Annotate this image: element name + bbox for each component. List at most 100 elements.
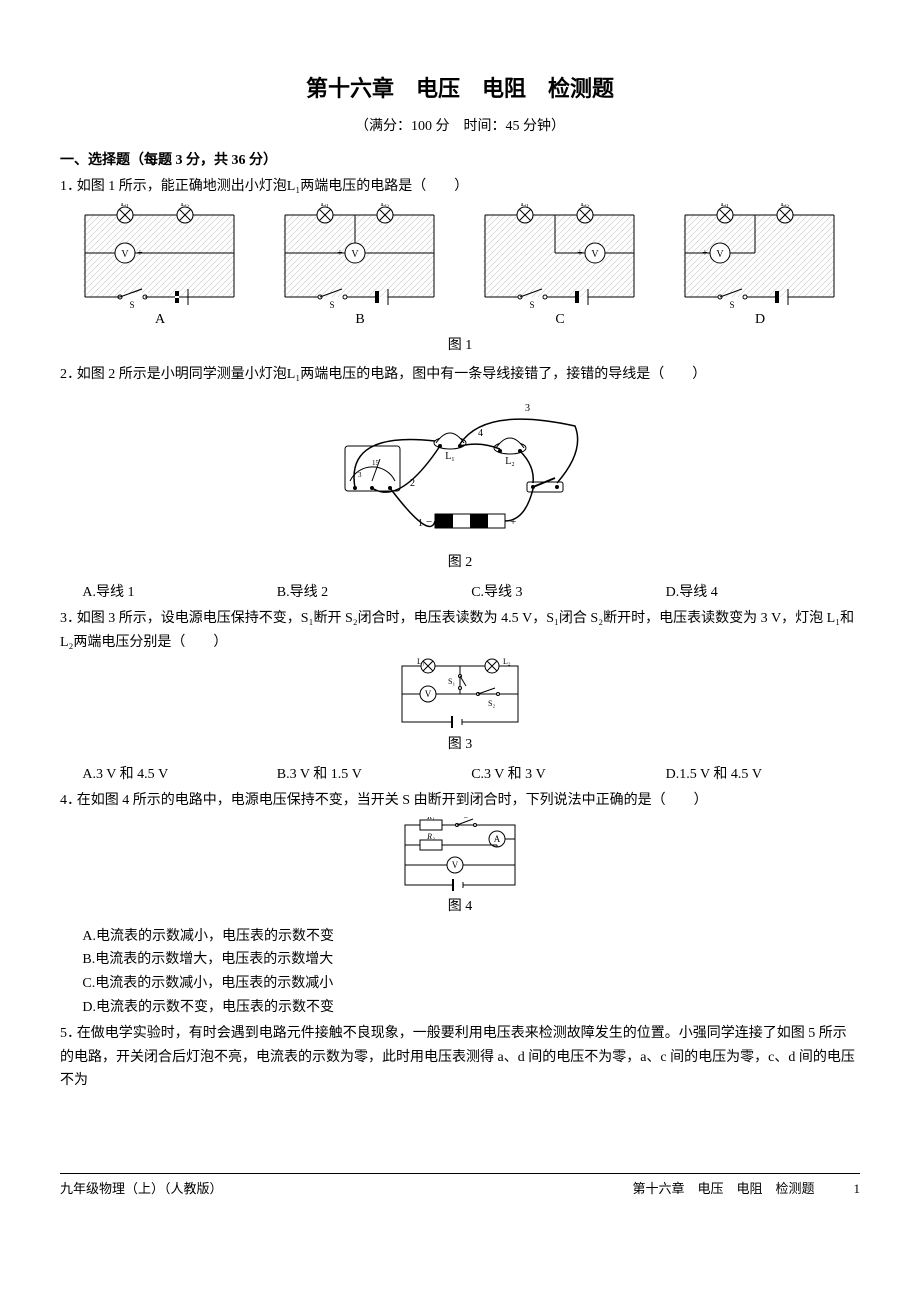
- svg-text:L₂: L₂: [781, 203, 790, 208]
- page-title: 第十六章 电压 电阻 检测题: [60, 70, 860, 107]
- figure-1-caption: 图 1: [60, 334, 860, 358]
- q2-opt-d: D.导线 4: [666, 581, 860, 605]
- figure-1b: L₁ L₂ V + − S B: [260, 203, 460, 332]
- svg-text:V: V: [452, 860, 459, 870]
- q3-text: 如图 3 所示，设电源电压保持不变，S₁断开 S₂闭合时，电压表读数为 4.5 …: [60, 611, 854, 650]
- q4-opt-a: A.电流表的示数减小，电压表的示数不变: [82, 925, 860, 949]
- svg-text:S₂: S₂: [488, 699, 495, 708]
- svg-text:L₂: L₂: [505, 456, 515, 467]
- circuit-1b: L₁ L₂ V + − S: [270, 203, 450, 308]
- q2-options: A.导线 1 B.导线 2 C.导线 3 D.导线 4: [82, 581, 860, 605]
- circuit-1a: L₁ L₂ V − + S: [70, 203, 250, 308]
- q4-text: 在如图 4 所示的电路中，电源电压保持不变，当开关 S 由断开到闭合时，下列说法…: [77, 793, 708, 808]
- svg-text:S: S: [129, 300, 134, 308]
- circuit-1d: L₁ L₂ V + − S: [670, 203, 850, 308]
- svg-text:S: S: [529, 300, 534, 308]
- figure-4: R₁ S A R₂ V: [60, 817, 860, 895]
- q2-text: 如图 2 所示是小明同学测量小灯泡L₁两端电压的电路，图中有一条导线接错了，接错…: [77, 367, 706, 382]
- svg-text:V: V: [425, 689, 432, 699]
- q3-options: A.3 V 和 4.5 V B.3 V 和 1.5 V C.3 V 和 3 V …: [82, 763, 860, 787]
- q2-opt-c: C.导线 3: [471, 581, 665, 605]
- q4-opt-b: B.电流表的示数增大，电压表的示数增大: [82, 948, 860, 972]
- q3-opt-d: D.1.5 V 和 4.5 V: [666, 763, 860, 787]
- svg-text:L₂: L₂: [181, 203, 190, 208]
- figure-4-caption: 图 4: [60, 895, 860, 919]
- question-3: 3．如图 3 所示，设电源电压保持不变，S₁断开 S₂闭合时，电压表读数为 4.…: [60, 607, 860, 655]
- circuit-1c: L₁ L₂ V + − S: [470, 203, 650, 308]
- q3-opt-a: A.3 V 和 4.5 V: [82, 763, 276, 787]
- svg-text:−: −: [107, 248, 113, 259]
- svg-text:L₁: L₁: [417, 658, 425, 666]
- svg-text:L₂: L₂: [581, 203, 590, 208]
- page-footer: 九年级物理（上）（人教版） 第十六章 电压 电阻 检测题 1: [60, 1173, 860, 1200]
- svg-text:R₁: R₁: [426, 817, 435, 821]
- svg-text:+: +: [577, 248, 583, 259]
- svg-text:3: 3: [358, 471, 362, 479]
- q5-number: 5．: [60, 1022, 77, 1046]
- q1-number: 1．: [60, 175, 77, 199]
- q3-opt-c: C.3 V 和 3 V: [471, 763, 665, 787]
- svg-text:2: 2: [410, 478, 415, 489]
- q1-text: 如图 1 所示，能正确地测出小灯泡L₁两端电压的电路是（ ）: [77, 179, 468, 194]
- question-4: 4．在如图 4 所示的电路中，电源电压保持不变，当开关 S 由断开到闭合时，下列…: [60, 789, 860, 813]
- svg-text:−: −: [367, 248, 373, 259]
- exam-meta: （满分：100 分 时间：45 分钟）: [60, 115, 860, 139]
- svg-text:L₁: L₁: [445, 451, 455, 462]
- footer-left: 九年级物理（上）（人教版）: [60, 1178, 223, 1200]
- svg-text:V: V: [591, 249, 599, 260]
- label-1b: B: [260, 308, 460, 332]
- svg-text:4: 4: [478, 428, 483, 439]
- q4-opt-c: C.电流表的示数减小，电压表的示数减小: [82, 972, 860, 996]
- svg-text:+: +: [137, 248, 143, 259]
- q4-opt-d: D.电流表的示数不变，电压表的示数不变: [82, 996, 860, 1020]
- svg-text:R₂: R₂: [426, 832, 435, 841]
- svg-text:+: +: [702, 248, 708, 259]
- svg-text:L₁: L₁: [321, 203, 330, 208]
- q2-opt-b: B.导线 2: [277, 581, 471, 605]
- q5-text: 在做电学实验时，有时会遇到电路元件接触不良现象，一般要利用电压表来检测故障发生的…: [60, 1026, 855, 1089]
- question-5: 5．在做电学实验时，有时会遇到电路元件接触不良现象，一般要利用电压表来检测故障发…: [60, 1022, 860, 1093]
- svg-text:L₁: L₁: [521, 203, 530, 208]
- figure-1a: L₁ L₂ V − + S A: [60, 203, 260, 332]
- circuit-2: 315 L₁ L₂ −+ 1 2: [330, 391, 590, 551]
- svg-text:V: V: [716, 249, 724, 260]
- q2-number: 2．: [60, 363, 77, 387]
- figure-1d: L₁ L₂ V + − S D: [660, 203, 860, 332]
- svg-text:S: S: [329, 300, 334, 308]
- svg-text:1: 1: [418, 518, 423, 529]
- svg-text:L₂: L₂: [381, 203, 390, 208]
- svg-text:L₁: L₁: [721, 203, 730, 208]
- circuit-4: R₁ S A R₂ V: [395, 817, 525, 895]
- svg-text:A: A: [494, 834, 501, 844]
- question-2: 2．如图 2 所示是小明同学测量小灯泡L₁两端电压的电路，图中有一条导线接错了，…: [60, 363, 860, 387]
- label-1d: D: [660, 308, 860, 332]
- svg-text:S: S: [729, 300, 734, 308]
- svg-text:S: S: [464, 817, 468, 820]
- section-1-heading: 一、选择题（每题 3 分，共 36 分）: [60, 149, 860, 173]
- svg-text:15: 15: [372, 459, 380, 467]
- svg-text:3: 3: [525, 403, 530, 414]
- svg-text:−: −: [732, 248, 738, 259]
- label-1c: C: [460, 308, 660, 332]
- svg-text:V: V: [121, 249, 129, 260]
- q2-opt-a: A.导线 1: [82, 581, 276, 605]
- svg-text:L₁: L₁: [121, 203, 130, 208]
- figure-3: L₁ L₂ S₁ V S₂: [60, 658, 860, 733]
- svg-text:−: −: [607, 248, 613, 259]
- figure-2-caption: 图 2: [60, 551, 860, 575]
- svg-text:S₁: S₁: [448, 677, 455, 686]
- svg-text:L₂: L₂: [503, 658, 511, 666]
- svg-text:V: V: [351, 249, 359, 260]
- figure-3-caption: 图 3: [60, 733, 860, 757]
- label-1a: A: [60, 308, 260, 332]
- figure-1-row: L₁ L₂ V − + S A: [60, 203, 860, 332]
- svg-text:+: +: [337, 248, 343, 259]
- question-1: 1．如图 1 所示，能正确地测出小灯泡L₁两端电压的电路是（ ）: [60, 175, 860, 199]
- q3-number: 3．: [60, 607, 77, 631]
- circuit-3: L₁ L₂ S₁ V S₂: [390, 658, 530, 733]
- q4-options: A.电流表的示数减小，电压表的示数不变 B.电流表的示数增大，电压表的示数增大 …: [82, 925, 860, 1020]
- q4-number: 4．: [60, 789, 77, 813]
- figure-1c: L₁ L₂ V + − S C: [460, 203, 660, 332]
- figure-2: 315 L₁ L₂ −+ 1 2: [60, 391, 860, 551]
- footer-right: 第十六章 电压 电阻 检测题 1: [632, 1178, 860, 1200]
